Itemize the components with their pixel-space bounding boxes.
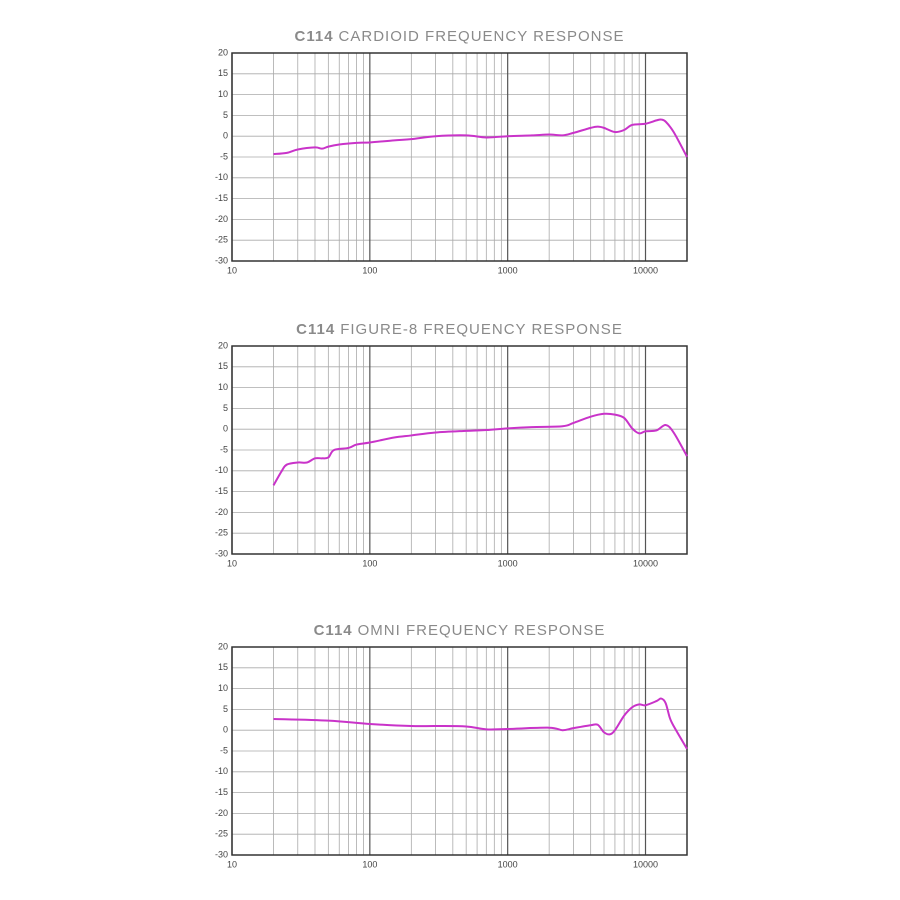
x-tick-label: 100 [362,859,377,869]
y-tick-label: 15 [218,662,228,672]
y-tick-label: 15 [218,361,228,371]
y-tick-label: 10 [218,382,228,392]
chart: C114 OMNI FREQUENCY RESPONSE -30 -25 -20 -15 -… [215,622,688,869]
y-tick-label: -30 [215,849,228,859]
y-tick-label: 10 [218,683,228,693]
chart-title: C114 OMNI FREQUENCY RESPONSE [314,622,606,639]
y-tick-label: 15 [218,68,228,78]
x-tick-label: 10 [227,859,237,869]
title-text: CARDIOID FREQUENCY RESPONSE [339,28,625,45]
y-tick-label: 0 [223,424,228,434]
y-tick-label: 10 [218,89,228,99]
response-curve [273,118,688,158]
chart: C114 CARDIOID FREQUENCY RESPONSE -30 -25 -20… [215,28,688,275]
response-curve [272,412,688,486]
title-text: OMNI FREQUENCY RESPONSE [358,622,606,639]
x-tick-label: 10000 [633,859,658,869]
plot-frame [231,345,688,555]
plot-frame [231,646,688,856]
y-tick-label: -5 [220,444,228,454]
y-tick-label: 0 [223,725,228,735]
chart-title: C114 CARDIOID FREQUENCY RESPONSE [295,28,625,45]
y-tick-label: -15 [215,193,228,203]
response-curve [273,697,688,750]
y-tick-label: 0 [223,131,228,141]
y-tick-label: -20 [215,808,228,818]
y-tick-label: 5 [223,403,228,413]
y-tick-label: -10 [215,465,228,475]
y-tick-label: 20 [218,47,228,57]
x-tick-label: 1000 [498,558,518,568]
y-tick-label: -5 [220,151,228,161]
y-tick-label: 20 [218,340,228,350]
title-model: C114 [314,622,353,639]
y-tick-label: -5 [220,745,228,755]
y-tick-label: -25 [215,528,228,538]
y-tick-label: -20 [215,507,228,517]
y-tick-label: -25 [215,235,228,245]
x-tick-label: 10 [227,558,237,568]
chart: C114 FIGURE-8 FREQUENCY RESPONSE -30 -25 -20… [215,321,688,568]
x-tick-label: 1000 [498,265,518,275]
x-tick-label: 10000 [633,558,658,568]
y-tick-label: 5 [223,110,228,120]
x-tick-label: 10 [227,265,237,275]
y-tick-label: -15 [215,486,228,496]
chart-title: C114 FIGURE-8 FREQUENCY RESPONSE [296,321,623,338]
x-tick-label: 100 [362,558,377,568]
y-tick-label: 5 [223,704,228,714]
y-tick-label: -15 [215,787,228,797]
x-tick-label: 1000 [498,859,518,869]
title-model: C114 [295,28,334,45]
x-tick-label: 100 [362,265,377,275]
y-tick-label: -30 [215,548,228,558]
y-tick-label: -30 [215,255,228,265]
title-text: FIGURE-8 FREQUENCY RESPONSE [340,321,623,338]
y-tick-label: -10 [215,172,228,182]
y-tick-label: -10 [215,766,228,776]
y-tick-label: -20 [215,214,228,224]
y-tick-label: 20 [218,641,228,651]
x-tick-label: 10000 [633,265,658,275]
y-tick-label: -25 [215,829,228,839]
title-model: C114 [296,321,335,338]
